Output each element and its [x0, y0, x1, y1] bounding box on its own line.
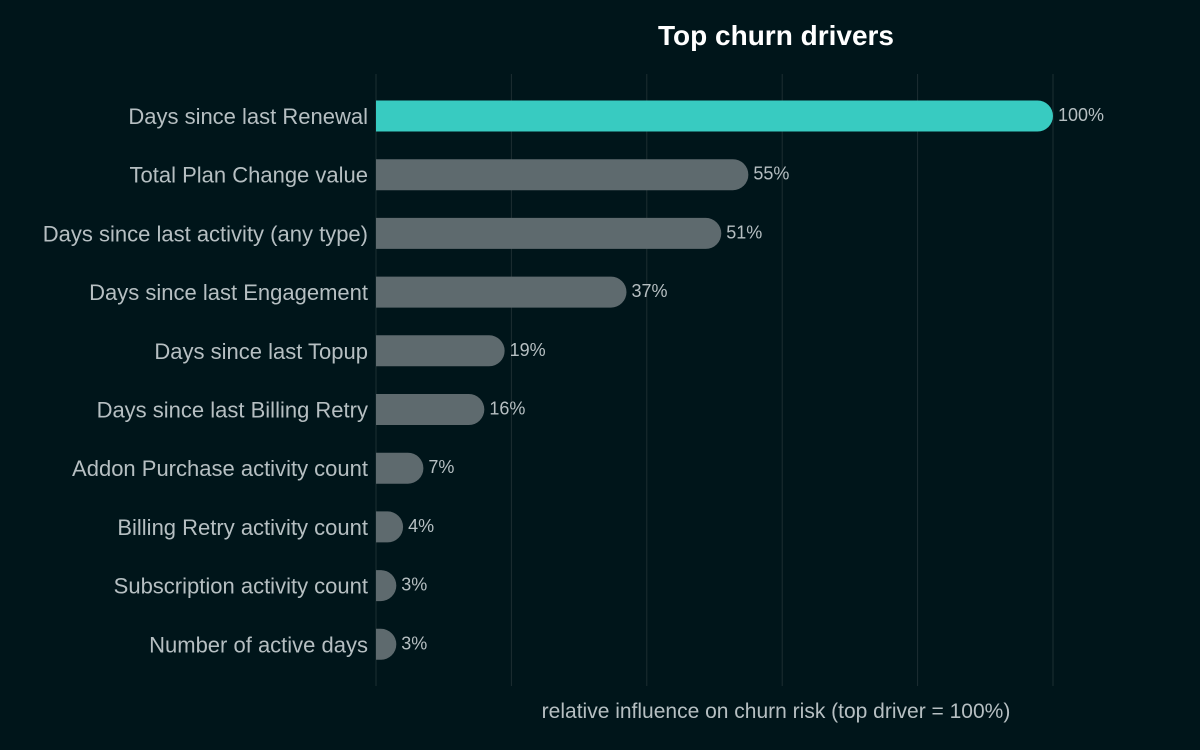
bar-1 — [376, 159, 749, 191]
x-axis-label: relative influence on churn risk (top dr… — [542, 700, 1011, 723]
bar-5 — [376, 394, 485, 425]
bar-9 — [376, 628, 397, 660]
value-label-8: 3% — [401, 575, 427, 595]
bar-6 — [376, 452, 424, 484]
value-label-5: 16% — [489, 399, 525, 419]
category-label-8: Subscription activity count — [114, 574, 368, 599]
bar-7 — [376, 511, 404, 543]
category-label-6: Addon Purchase activity count — [72, 456, 368, 481]
value-label-0: 100% — [1058, 105, 1104, 125]
category-label-3: Days since last Engagement — [89, 280, 368, 305]
bar-0 — [376, 100, 1053, 132]
category-label-2: Days since last activity (any type) — [43, 221, 368, 246]
category-label-4: Days since last Topup — [154, 339, 368, 364]
value-label-3: 37% — [631, 281, 667, 301]
chart-title: Top churn drivers — [658, 20, 894, 51]
category-label-9: Number of active days — [149, 632, 368, 657]
value-label-6: 7% — [428, 457, 454, 477]
category-label-5: Days since last Billing Retry — [97, 398, 368, 423]
value-label-7: 4% — [408, 516, 434, 536]
bar-2 — [376, 217, 722, 249]
value-label-2: 51% — [726, 222, 762, 242]
value-label-4: 19% — [510, 340, 546, 360]
category-label-0: Days since last Renewal — [128, 104, 368, 129]
bar-3 — [376, 276, 627, 308]
category-label-7: Billing Retry activity count — [117, 515, 368, 540]
value-label-9: 3% — [401, 633, 427, 653]
bar-4 — [376, 335, 505, 367]
bars — [376, 100, 1053, 660]
category-label-1: Total Plan Change value — [130, 163, 369, 188]
bar-8 — [376, 570, 397, 602]
labels: Days since last Renewal 100% Total Plan Ch… — [43, 104, 1104, 657]
value-label-1: 55% — [753, 164, 789, 184]
